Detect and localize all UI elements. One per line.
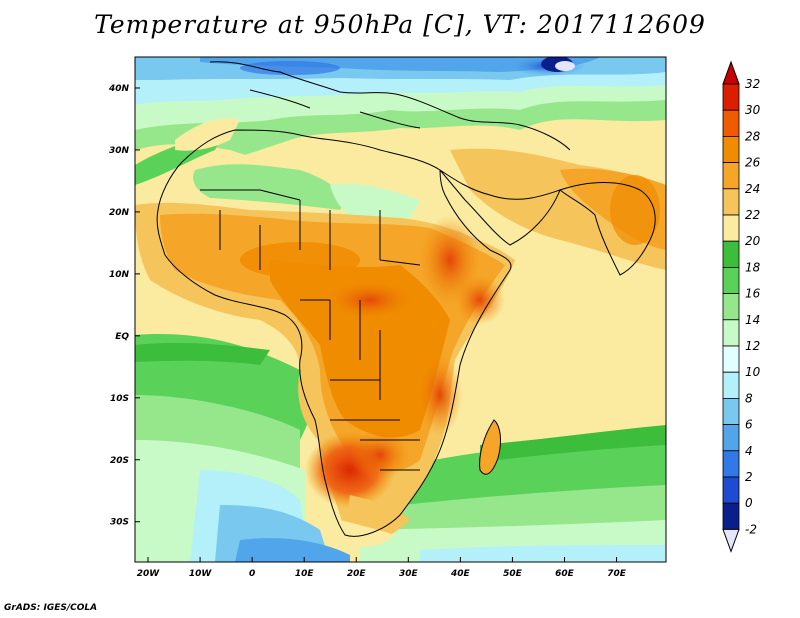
colorbar-swatch	[722, 188, 740, 216]
colorbar-swatch	[722, 266, 740, 294]
colorbar-swatch	[722, 214, 740, 242]
lon-label: 10W	[189, 569, 213, 579]
lon-label: 10E	[295, 569, 315, 579]
colorbar-level-label: 8	[745, 391, 753, 405]
lat-label: 20S	[110, 456, 129, 466]
colorbar-level-label: 32	[745, 77, 760, 91]
colorbar-level-label: 10	[745, 365, 761, 379]
grads-credit: GrADS: IGES/COLA	[4, 603, 98, 613]
lat-label: 20N	[109, 208, 130, 218]
lon-label: 60E	[555, 569, 575, 579]
colorbar-level-label: -2	[745, 522, 757, 536]
colorbar-level-label: 4	[745, 444, 753, 458]
lon-label: 20W	[137, 569, 161, 579]
colorbar-swatch	[722, 424, 740, 452]
colorbar-swatch	[722, 397, 740, 425]
lon-label: 30E	[399, 569, 419, 579]
temperature-field	[135, 57, 666, 562]
colorbar-swatch	[722, 83, 740, 111]
colorbar-swatch	[722, 293, 740, 321]
colorbar-level-label: 14	[745, 313, 760, 327]
colorbar-level-label: 0	[745, 496, 753, 510]
coastlines-and-borders	[156, 61, 656, 537]
colorbar-level-label: 28	[745, 129, 761, 143]
colorbar-swatch	[722, 162, 740, 190]
lat-label: 40N	[108, 84, 130, 94]
colorbar-swatch	[722, 345, 740, 373]
colorbar-swatch	[722, 450, 740, 478]
colorbar-level-label: 18	[745, 260, 761, 274]
colorbar-swatch	[722, 502, 740, 530]
lon-label: 70E	[607, 569, 627, 579]
latitude-labels: 40N 30N 20N 10N EQ 10S 20S 30S	[108, 84, 140, 528]
colorbar-swatch	[722, 371, 740, 399]
longitude-labels: 20W 10W 0 10E 20E 30E 40E 50E 60E 70E	[137, 557, 627, 579]
lon-label: 0	[249, 569, 255, 579]
lat-label: 30N	[109, 146, 130, 156]
colorbar-bottom-arrow	[722, 528, 740, 553]
map-frame	[134, 56, 667, 563]
lat-label: EQ	[115, 332, 129, 342]
colorbar-level-label: 16	[745, 287, 761, 301]
colorbar-level-label: 12	[745, 339, 760, 353]
colorbar-swatch	[722, 240, 740, 268]
colorbar-swatch	[722, 476, 740, 504]
lon-label: 50E	[503, 569, 523, 579]
colorbar-swatch	[722, 109, 740, 137]
lat-label: 10N	[109, 270, 130, 280]
lon-label: 20E	[347, 569, 367, 579]
colorbar-swatch	[722, 319, 740, 347]
colorbar-swatch	[722, 135, 740, 163]
colorbar-level-label: 2	[745, 470, 753, 484]
colorbar-level-label: 26	[745, 156, 761, 170]
lon-label: 40E	[450, 569, 471, 579]
colorbar-level-label: 6	[745, 418, 753, 432]
colorbar-level-label: 22	[745, 208, 760, 222]
lat-label: 30S	[110, 518, 129, 528]
lat-label: 10S	[110, 394, 129, 404]
colorbar-level-label: 24	[745, 182, 760, 196]
map-title: Temperature at 950hPa [C], VT: 201711260…	[94, 10, 706, 39]
colorbar-level-label: 20	[745, 234, 761, 248]
colorbar-top-arrow	[722, 60, 740, 85]
colorbar-level-label: 30	[745, 103, 761, 117]
